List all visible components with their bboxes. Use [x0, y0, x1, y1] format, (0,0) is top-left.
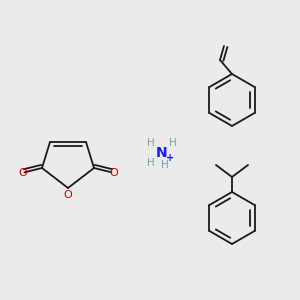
Text: H: H: [147, 138, 155, 148]
Text: N: N: [156, 146, 168, 160]
Text: H: H: [161, 160, 169, 170]
Text: +: +: [166, 153, 174, 163]
Text: H: H: [147, 158, 155, 168]
Text: O: O: [64, 190, 72, 200]
Text: H: H: [169, 138, 177, 148]
Text: O: O: [18, 168, 27, 178]
Text: O: O: [109, 168, 118, 178]
